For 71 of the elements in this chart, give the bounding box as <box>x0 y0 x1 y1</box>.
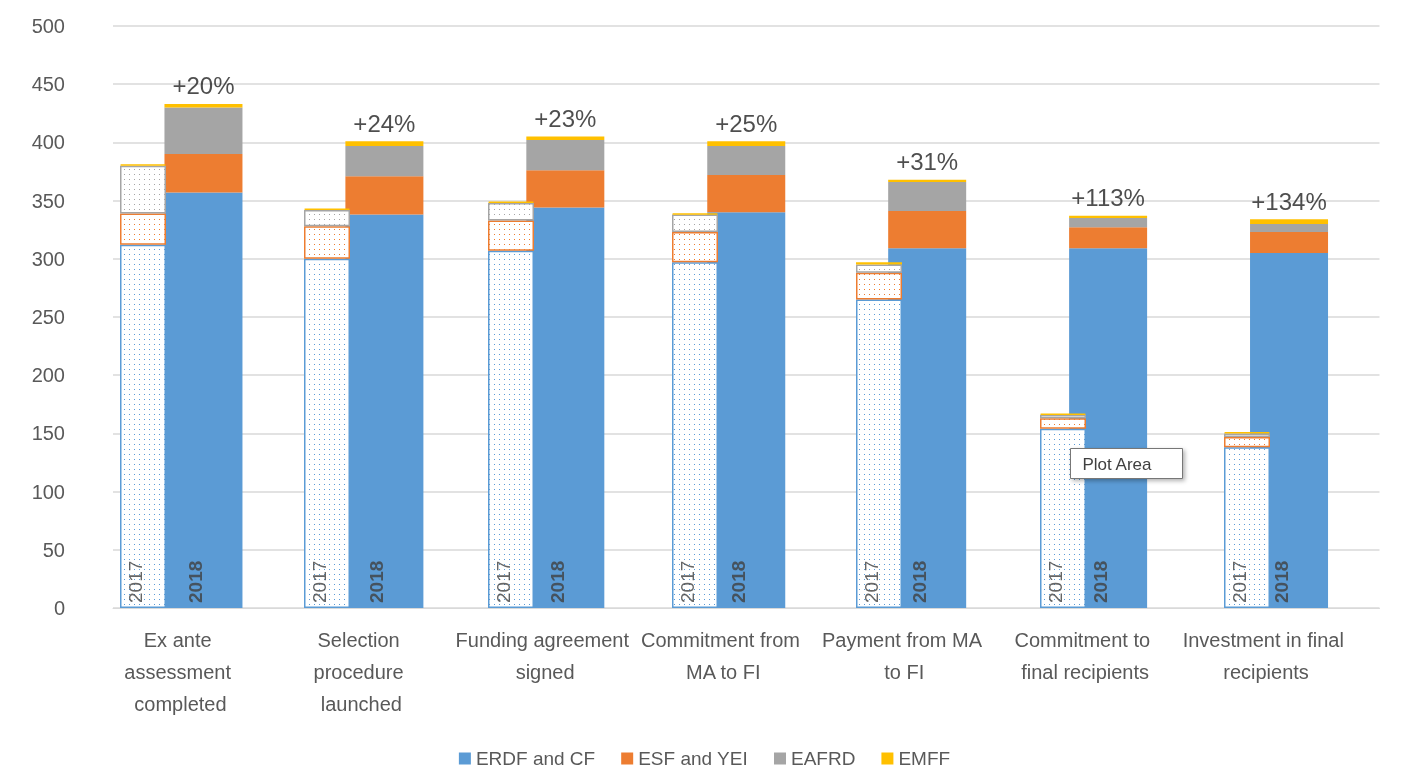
annotation: 2018 <box>184 560 206 603</box>
bar <box>888 181 967 212</box>
text: 2018 <box>1270 560 1292 603</box>
bar <box>120 213 166 245</box>
text: 2018 <box>546 560 568 603</box>
bar <box>1069 218 1148 228</box>
annotation: 2017 <box>124 560 146 603</box>
bar <box>1224 436 1270 448</box>
bar <box>707 174 786 213</box>
legend-label: ESF and YEI <box>638 748 748 769</box>
annotation: +20% <box>172 72 235 100</box>
bar <box>304 226 350 259</box>
bar <box>526 140 605 171</box>
bar <box>1250 223 1329 233</box>
y-tick-label: 200 <box>31 364 65 387</box>
bar <box>856 264 902 273</box>
text: 2017 <box>676 560 698 603</box>
bar <box>707 145 786 175</box>
bar <box>488 220 534 251</box>
annotation: +23% <box>534 105 597 133</box>
x-tick-label: Payment from MA to FI <box>821 629 987 683</box>
y-tick-label: 150 <box>31 422 65 445</box>
x-tick-label: Commitment to final recipients <box>1014 629 1156 683</box>
y-tick-label: 400 <box>31 131 65 154</box>
text: 2017 <box>1044 560 1066 603</box>
bar <box>164 107 243 155</box>
bar <box>304 209 350 227</box>
x-tick-label: Ex ante assessment completed <box>124 629 237 715</box>
x-tick-label: Funding agreement signed <box>455 629 630 683</box>
bar <box>1250 232 1329 253</box>
bar <box>526 170 605 208</box>
y-tick-label: 0 <box>53 597 65 619</box>
y-tick-label: 500 <box>31 15 65 37</box>
text: 2018 <box>908 560 930 603</box>
bar <box>1040 418 1086 429</box>
x-tick-label: Investment in final recipients <box>1182 629 1350 683</box>
annotation: +24% <box>353 109 416 137</box>
bar <box>345 141 424 146</box>
bar <box>856 272 902 300</box>
legend-label: ERDF and CF <box>475 748 596 769</box>
text: 2017 <box>1228 560 1250 603</box>
bar <box>345 176 424 215</box>
y-tick-label: 50 <box>42 538 65 561</box>
annotation: +134% <box>1251 187 1327 215</box>
text: 2017 <box>860 560 882 603</box>
y-tick-label: 100 <box>31 480 65 503</box>
annotation: +113% <box>1071 184 1145 212</box>
bar <box>672 214 718 233</box>
bar <box>707 141 786 146</box>
x-tick-label: Selection procedure launched <box>313 629 410 715</box>
bar <box>1250 219 1329 224</box>
bar <box>888 211 967 249</box>
y-tick-label: 250 <box>31 306 65 328</box>
text: 2018 <box>1089 560 1111 603</box>
annotation: +25% <box>715 109 778 137</box>
bar <box>488 202 534 221</box>
x-tick-label: Commitment from MA to FI <box>641 629 806 683</box>
bar <box>345 145 424 177</box>
text: 2018 <box>365 560 387 603</box>
legend-label: EMFF <box>898 748 951 769</box>
legend-label: EAFRD <box>791 748 856 769</box>
y-tick-label: 350 <box>31 189 65 212</box>
y-tick-label: 450 <box>31 73 65 96</box>
annotation: Plot Area <box>1082 454 1153 474</box>
bar <box>1069 227 1148 249</box>
text: 2017 <box>492 560 514 603</box>
text: 2017 <box>308 560 330 603</box>
y-tick-label: 300 <box>31 247 65 270</box>
annotation: +31% <box>896 148 959 176</box>
text: 2018 <box>727 560 749 603</box>
bar <box>672 232 718 263</box>
